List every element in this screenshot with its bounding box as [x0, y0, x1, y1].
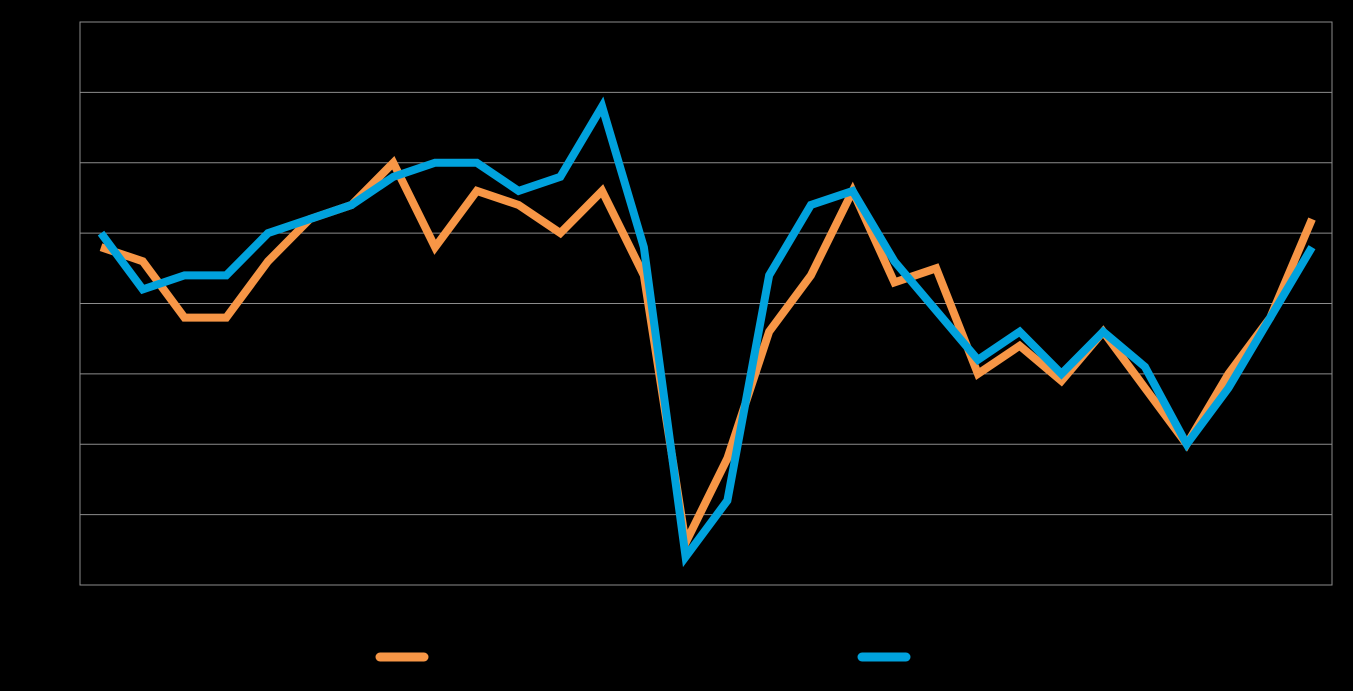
plot-frame [79, 21, 1333, 586]
y-tick-label: 3 [62, 365, 70, 381]
y-tick-label: 4 [62, 294, 70, 310]
y-tick-label: 6 [62, 153, 70, 169]
y-tick-label: 1 [62, 505, 70, 521]
y-tick-label: 2 [62, 435, 70, 451]
series-line [97, 96, 1316, 568]
y-tick-label: 7 [62, 83, 70, 99]
y-tick-label: 5 [62, 224, 70, 240]
y-tick-label: 0 [62, 576, 70, 592]
y-tick-label: 8 [62, 13, 70, 29]
